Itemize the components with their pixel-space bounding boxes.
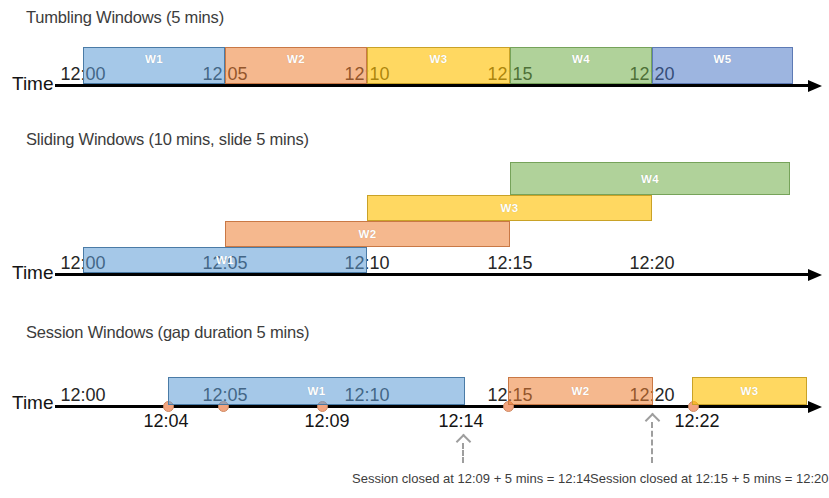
window-box-w4: W4 xyxy=(510,162,790,195)
window-box-w2: W2 xyxy=(508,377,653,405)
window-box-w3: W3 xyxy=(692,377,807,405)
window-box-w1: W1 xyxy=(83,47,225,84)
time-axis xyxy=(55,273,808,276)
window-label: W5 xyxy=(714,53,732,65)
time-axis-label: Time xyxy=(12,262,54,283)
event-time-label: 12:14 xyxy=(438,412,483,430)
window-box-w4: W4 xyxy=(510,47,652,84)
axis-arrowhead-icon xyxy=(808,80,822,92)
window-label: W3 xyxy=(741,385,759,397)
window-label: W4 xyxy=(641,173,659,185)
window-box-w2: W2 xyxy=(225,47,367,84)
window-label: W2 xyxy=(287,53,305,65)
window-label: W3 xyxy=(501,202,519,214)
window-label: W1 xyxy=(308,385,326,397)
window-box-w5: W5 xyxy=(652,47,793,84)
window-box-w1: W1 xyxy=(83,247,367,273)
tumbling-title: Tumbling Windows (5 mins) xyxy=(26,8,224,27)
tick-label: 12:00 xyxy=(60,386,105,404)
time-axis xyxy=(55,84,808,87)
window-label: W2 xyxy=(572,385,590,397)
window-label: W2 xyxy=(359,228,377,240)
event-time-label: 12:04 xyxy=(143,412,188,430)
event-time-label: 12:09 xyxy=(304,412,349,430)
window-box-w3: W3 xyxy=(367,195,652,221)
session-annotation: Session closed at 12:09 + 5 mins = 12:14 xyxy=(352,471,591,486)
window-label: W1 xyxy=(145,53,163,65)
dashed-arrow-line xyxy=(651,422,653,463)
tick-label: 12:20 xyxy=(629,254,674,272)
time-axis-label: Time xyxy=(12,392,54,413)
dashed-arrow-line xyxy=(462,443,464,463)
axis-arrowhead-icon xyxy=(808,269,822,281)
time-axis-label: Time xyxy=(12,73,54,94)
session-annotation: Session closed at 12:15 + 5 mins = 12:20 xyxy=(590,471,829,486)
tick-label: 12:15 xyxy=(487,254,532,272)
event-time-label: 12:22 xyxy=(674,412,719,430)
window-box-w3: W3 xyxy=(367,47,510,84)
window-box-w1: W1 xyxy=(168,377,465,405)
window-label: W3 xyxy=(430,53,448,65)
session-title: Session Windows (gap duration 5 mins) xyxy=(26,323,309,342)
axis-arrowhead-icon xyxy=(808,401,822,413)
window-label: W4 xyxy=(572,53,590,65)
window-label: W1 xyxy=(216,254,234,266)
windowing-strategies-figure: Tumbling Windows (5 mins) Time 12:00 12:0… xyxy=(0,0,829,498)
sliding-title: Sliding Windows (10 mins, slide 5 mins) xyxy=(26,130,309,149)
window-box-w2: W2 xyxy=(225,221,510,247)
